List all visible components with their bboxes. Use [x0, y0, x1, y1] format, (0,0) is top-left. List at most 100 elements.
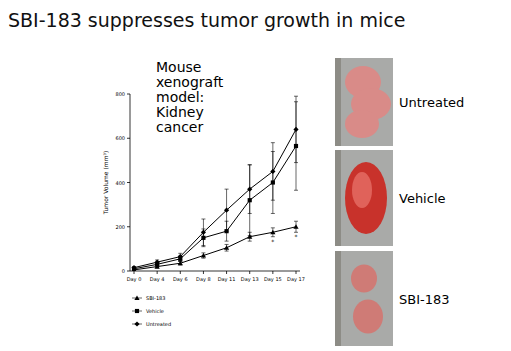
point: [270, 169, 275, 174]
photo: [335, 58, 393, 146]
x-tick: [226, 271, 227, 274]
point: [247, 187, 252, 192]
tumor: [345, 110, 379, 138]
error-cap: [201, 246, 205, 247]
photo: [335, 150, 393, 246]
x-tick: [296, 271, 297, 274]
error-cap: [225, 189, 229, 190]
error-cap: [225, 244, 229, 245]
error-bar: [271, 143, 275, 201]
error-cap: [225, 231, 229, 232]
error-cap: [294, 96, 298, 97]
x-axis: [130, 271, 300, 272]
x-tick-label: Day 11: [218, 276, 236, 283]
photo-ruler: [335, 58, 341, 146]
series-line: [134, 146, 296, 269]
error-cap: [178, 259, 182, 260]
photo-ruler: [335, 150, 341, 246]
legend-label: Untreated: [146, 321, 171, 327]
error-cap: [225, 241, 229, 242]
x-tick: [157, 271, 158, 274]
photo: [335, 251, 393, 346]
photo-background: [335, 150, 393, 246]
error-cap: [294, 190, 298, 191]
point: [178, 254, 183, 259]
error-cap: [248, 235, 252, 236]
slide: SBI-183 suppresses tumor growth in mice0…: [0, 0, 511, 351]
point: [201, 230, 206, 235]
y-tick-label: 800: [115, 91, 125, 97]
error-bar: [294, 221, 298, 232]
error-bar: [294, 96, 298, 162]
error-bar: [178, 253, 182, 260]
error-cap: [248, 241, 252, 242]
point: [201, 253, 206, 258]
error-cap: [271, 200, 275, 201]
series-line: [134, 129, 296, 267]
photo-label: Vehicle: [399, 191, 446, 206]
x-tick-label: Day 4: [150, 276, 165, 283]
y-axis-label: Tumor Volume (mm³): [102, 151, 109, 215]
y-tick-label: 200: [115, 224, 125, 230]
tumor: [353, 300, 383, 334]
point: [131, 265, 136, 270]
error-bar: [248, 165, 252, 214]
x-tick-label: Day 17: [287, 276, 305, 283]
significance-label: *: [295, 233, 298, 240]
y-tick: [127, 94, 130, 95]
error-cap: [248, 213, 252, 214]
error-bar: [271, 228, 275, 237]
error-cap: [271, 227, 275, 228]
error-cap: [201, 245, 205, 246]
annotation-line: cancer: [156, 119, 203, 135]
photo-ruler: [335, 251, 341, 346]
annotation-line: model:: [156, 89, 204, 105]
error-cap: [271, 213, 275, 214]
photo-background: [335, 58, 393, 146]
error-cap: [294, 221, 298, 222]
legend-line: [132, 298, 142, 299]
x-tick-label: Day 13: [241, 276, 259, 283]
error-bar: [178, 261, 182, 265]
x-tick: [272, 271, 273, 274]
x-tick-label: Day 8: [196, 276, 211, 283]
annotation-line: Kidney: [156, 104, 204, 120]
x-tick: [203, 271, 204, 274]
annotation-line: xenograft: [156, 74, 224, 90]
x-tick: [180, 271, 181, 274]
error-bar: [248, 165, 252, 236]
slide-canvas: SBI-183 suppresses tumor growth in mice0…: [0, 0, 511, 351]
y-tick: [127, 138, 130, 139]
photo-background: [335, 251, 393, 346]
background: [0, 0, 511, 351]
tumor-highlight: [352, 172, 372, 208]
y-tick: [127, 271, 130, 272]
tumor: [351, 265, 377, 293]
x-tick-label: Day 0: [127, 276, 142, 283]
photo-label: Untreated: [399, 95, 464, 110]
photo-label: SBI-183: [399, 292, 450, 307]
y-tick: [127, 226, 130, 227]
significance-label: *: [271, 238, 274, 245]
error-bar: [225, 244, 229, 251]
series-line: [134, 227, 296, 270]
error-cap: [201, 219, 205, 220]
error-cap: [178, 253, 182, 254]
point: [155, 260, 160, 265]
legend-label: Vehicle: [146, 308, 164, 314]
legend-line: [132, 324, 142, 325]
point: [178, 261, 183, 266]
y-tick-label: 0: [122, 268, 125, 274]
error-cap: [201, 258, 205, 259]
point: [293, 127, 298, 132]
error-bar: [201, 219, 205, 246]
point: [224, 245, 229, 250]
error-cap: [178, 261, 182, 262]
legend-line: [132, 311, 142, 312]
error-bar: [225, 189, 229, 231]
error-cap: [248, 164, 252, 165]
tumor: [345, 162, 387, 234]
y-tick: [127, 182, 130, 183]
error-bar: [155, 260, 159, 264]
error-cap: [225, 251, 229, 252]
